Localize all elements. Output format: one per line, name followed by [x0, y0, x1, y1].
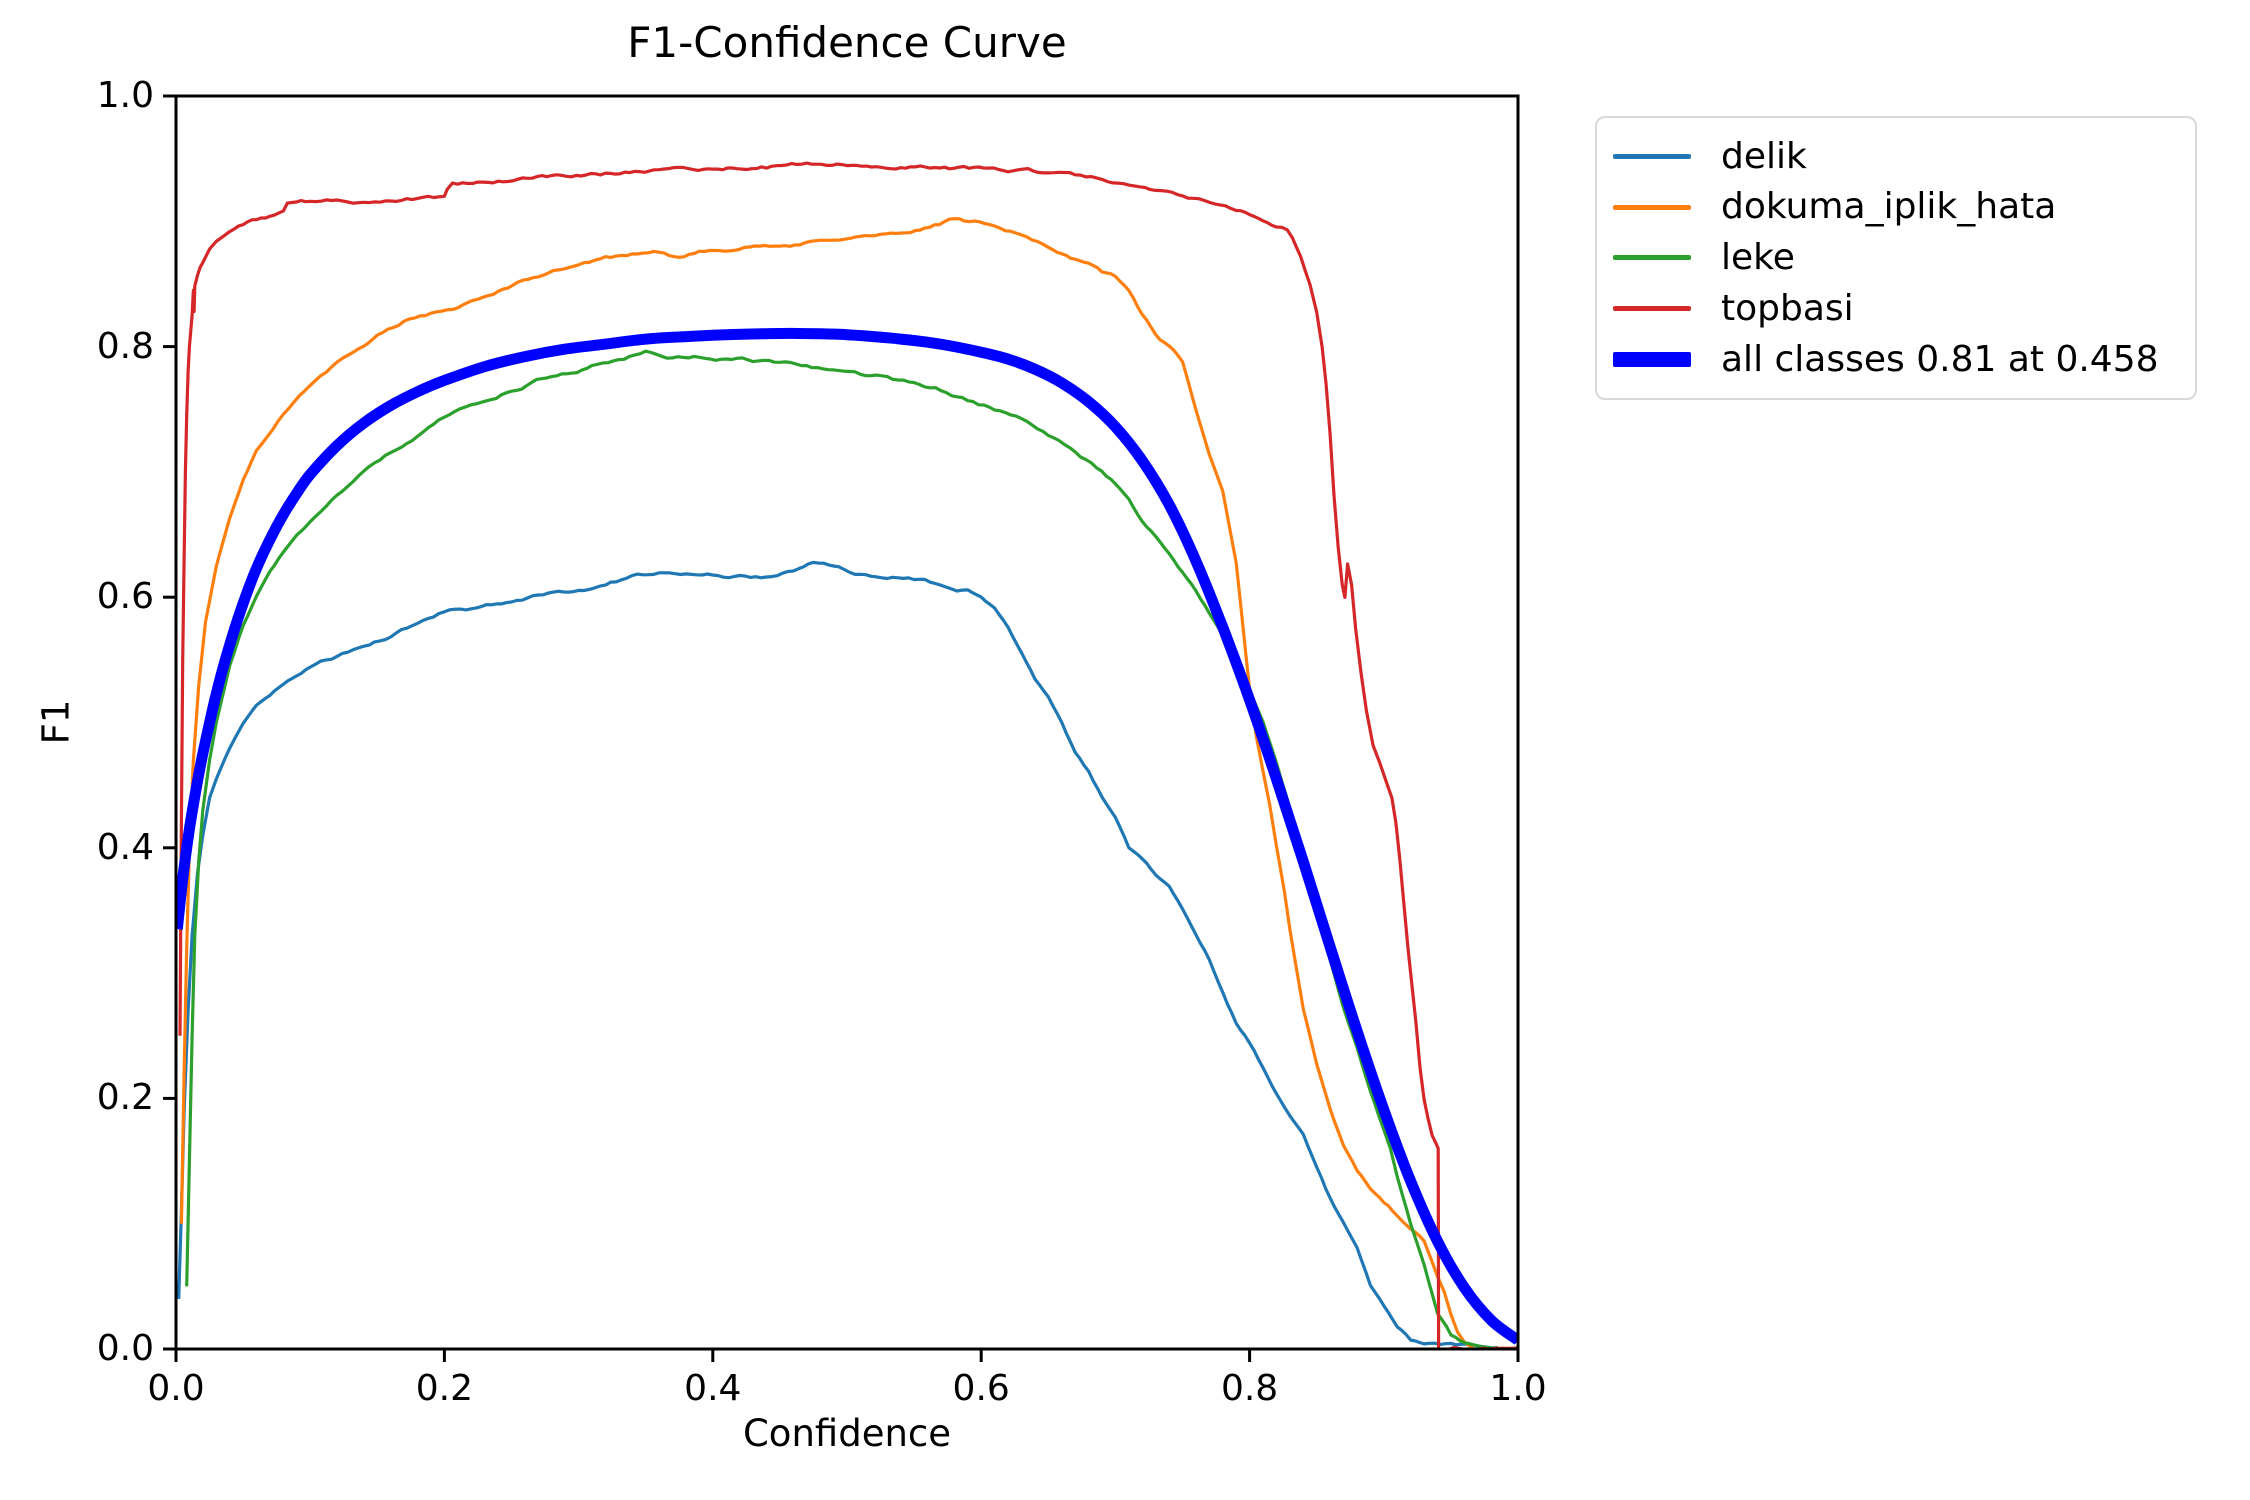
curve-all-classes	[176, 327, 1518, 1345]
x-tick-label: 0.8	[1220, 1368, 1279, 1409]
x-axis-label: Confidence	[742, 1412, 952, 1455]
y-tick-label: 0.6	[96, 576, 154, 618]
legend-label: all classes 0.81 at 0.458	[1721, 339, 2159, 381]
legend-line-sample	[1613, 255, 1691, 261]
legend-label: dokuma_iplik_hata	[1721, 186, 2057, 228]
curve-delik	[177, 560, 1498, 1349]
legend-row-delik: delik	[1597, 136, 2195, 177]
x-tick-label: 0.0	[147, 1368, 205, 1409]
y-tick-label: 0.8	[96, 325, 154, 367]
axis-ticks	[163, 94, 1520, 1362]
y-axis-label: F1	[34, 699, 78, 745]
legend-line-sample	[1613, 306, 1691, 312]
legend-row-all-classes-0-81-at-0-458: all classes 0.81 at 0.458	[1597, 339, 2195, 380]
legend-row-leke: leke	[1597, 237, 2195, 278]
curve-topbasi	[178, 161, 1518, 1349]
y-tick-label: 0.2	[96, 1077, 154, 1119]
legend-label: delik	[1721, 135, 1807, 177]
plot-border	[174, 94, 1520, 1351]
chart-title: F1-Confidence Curve	[627, 18, 1067, 67]
x-tick-label: 0.2	[415, 1368, 474, 1409]
x-tick-label: 1.0	[1489, 1368, 1547, 1409]
legend-line-sample	[1613, 153, 1691, 159]
curves	[176, 161, 1518, 1349]
legend-row-topbasi: topbasi	[1597, 288, 2195, 329]
curve-dokuma-iplik-hata	[179, 217, 1475, 1349]
legend-row-dokuma-iplik-hata: dokuma_iplik_hata	[1597, 186, 2195, 227]
y-tick-label: 1.0	[96, 75, 154, 116]
legend-label: leke	[1721, 237, 1795, 279]
y-tick-label: 0.4	[96, 826, 154, 868]
x-tick-label: 0.6	[952, 1368, 1010, 1409]
legend-line-sample	[1613, 352, 1691, 368]
y-tick-label: 0.0	[96, 1328, 154, 1369]
legend-label: topbasi	[1721, 288, 1854, 330]
legend-line-sample	[1613, 204, 1691, 210]
x-tick-label: 0.4	[684, 1368, 742, 1409]
